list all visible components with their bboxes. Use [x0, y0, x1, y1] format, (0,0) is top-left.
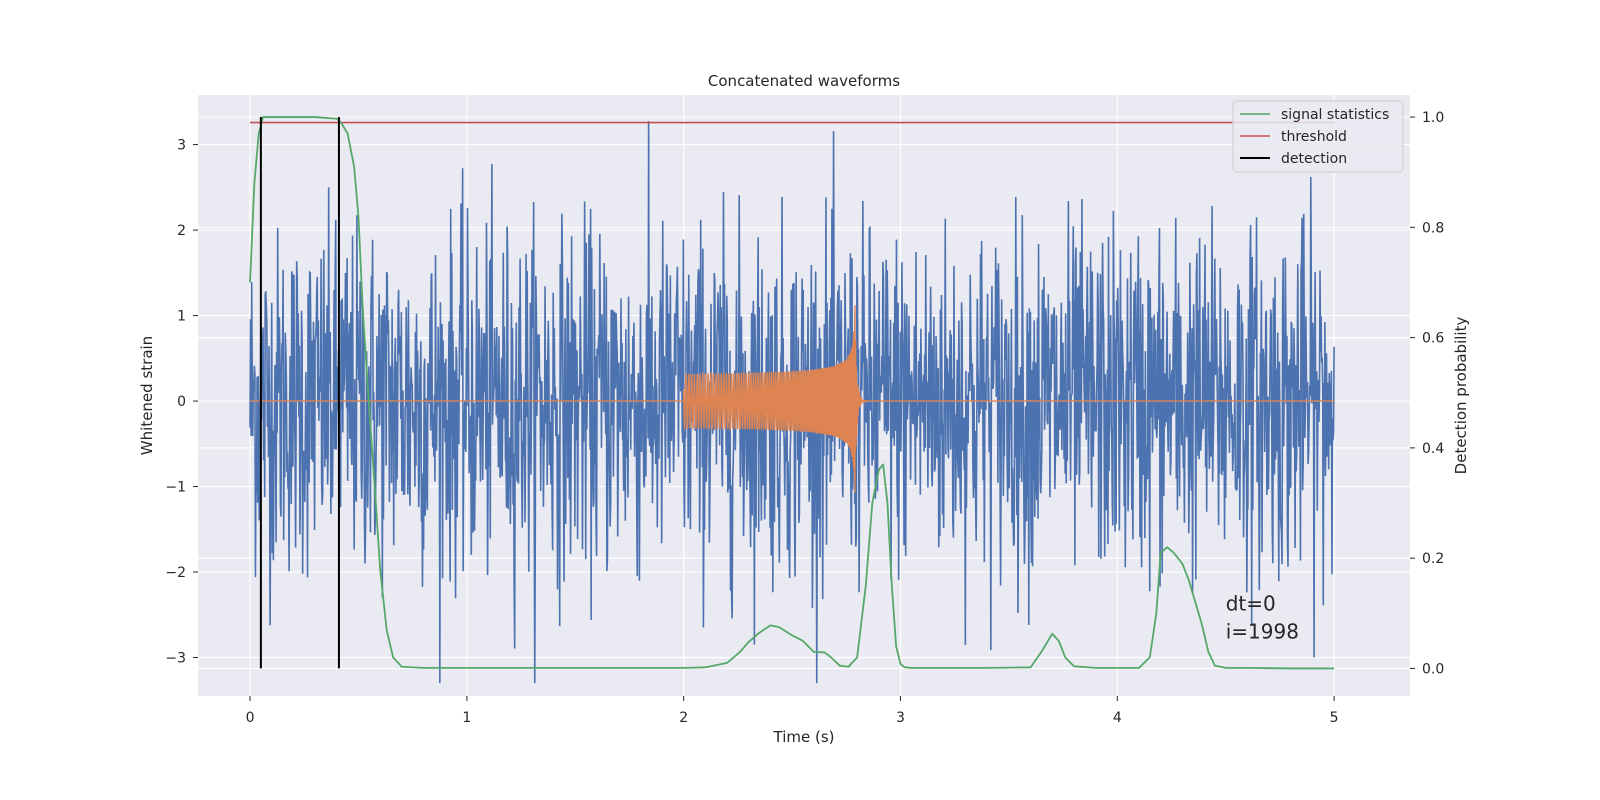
signal-line: [250, 305, 1335, 493]
x-tick-label: 3: [896, 710, 905, 726]
chart-title: Concatenated waveforms: [708, 72, 900, 90]
x-tick-label: 1: [462, 710, 471, 726]
y-tick-label-right: 0.2: [1422, 551, 1444, 567]
x-axis-label: Time (s): [773, 728, 835, 746]
legend-box: [1232, 100, 1404, 173]
x-tick-label: 4: [1113, 710, 1122, 726]
annotations: dt=0 i=1998: [1226, 592, 1299, 644]
y-axis-label-left: Whitened strain: [138, 336, 156, 455]
legend-label-detection: detection: [1281, 151, 1347, 167]
legend-label-signal-statistics: signal statistics: [1281, 107, 1389, 123]
y-tick-label-left: 1: [177, 309, 186, 325]
signal-statistics-line: [249, 116, 1335, 670]
y-tick-label-left: 0: [177, 394, 186, 410]
x-tick-label: 2: [679, 710, 688, 726]
statistics-series: [249, 116, 1335, 670]
ticks: 0 1 2 3 4 5 −3 −2 −1 0 1 2 3 0.0 0.2 0.4 0.6 0.8 1.0: [165, 110, 1444, 726]
legend-label-threshold: threshold: [1281, 129, 1347, 145]
y-tick-label-right: 0.4: [1422, 441, 1444, 457]
signal-series: [250, 305, 1335, 493]
annotation-text: dt=0: [1226, 592, 1276, 616]
y-tick-label-left: 2: [177, 223, 186, 239]
y-tick-label-right: 1.0: [1422, 110, 1444, 126]
y-tick-label-left: −3: [165, 651, 186, 667]
y-tick-label-left: −1: [165, 480, 186, 496]
x-tick-label: 0: [246, 710, 255, 726]
y-axis-label-right: Detection probability: [1452, 317, 1470, 475]
legend: signal statistics threshold detection: [1232, 100, 1404, 173]
y-tick-label-right: 0.8: [1422, 220, 1444, 236]
y-tick-label-right: 0.0: [1422, 661, 1444, 677]
annotation-text: i=1998: [1226, 620, 1299, 644]
y-tick-label-left: −2: [165, 565, 186, 581]
x-tick-label: 5: [1330, 710, 1339, 726]
y-tick-label-left: 3: [177, 138, 186, 154]
y-tick-label-right: 0.6: [1422, 331, 1444, 347]
